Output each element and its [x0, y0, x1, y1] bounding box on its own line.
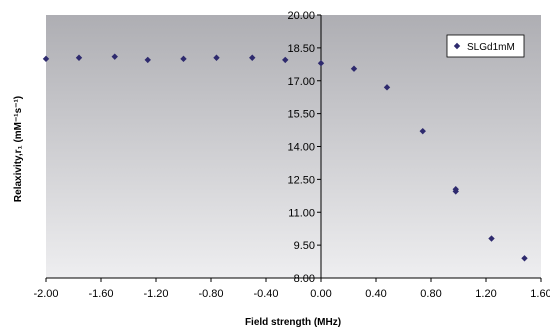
data-point — [213, 54, 220, 61]
y-axis-title: Relaxivity,r₁ (mM⁻¹s⁻¹) — [13, 96, 24, 202]
y-tick-label: 15.50 — [287, 109, 315, 121]
y-tick-label: 20.00 — [287, 10, 315, 22]
x-axis-title: Field strength (MHz) — [245, 317, 341, 328]
y-tick-label: 14.00 — [287, 142, 315, 154]
data-point — [111, 53, 118, 60]
legend-label: SLGd1mM — [467, 42, 515, 53]
data-point — [75, 54, 83, 61]
y-tick-label: 11.00 — [288, 207, 315, 219]
x-tick-label: -0.80 — [198, 288, 223, 300]
plot-area — [46, 15, 541, 278]
x-tick-label: 1.20 — [475, 288, 496, 300]
x-tick-label: -2.00 — [33, 288, 58, 300]
legend-box — [446, 34, 525, 58]
y-tick-label: 18.50 — [287, 43, 315, 55]
data-points — [42, 53, 528, 262]
data-point — [144, 56, 151, 64]
x-tick-label: 0.00 — [310, 288, 331, 300]
x-tick-label: -1.60 — [88, 288, 113, 300]
data-point — [180, 55, 187, 63]
y-tick-label: 17.00 — [287, 76, 315, 88]
y-tick-label: 12.50 — [287, 174, 315, 186]
x-tick-labels: -2.00 -1.60 -1.20 -0.80 -0.40 0.00 0.40 0.80 1.2… — [33, 288, 550, 300]
data-point — [42, 55, 50, 63]
data-point — [383, 84, 391, 91]
data-point — [350, 65, 358, 72]
y-tick-label: 8.00 — [294, 273, 315, 285]
data-point — [488, 235, 495, 242]
y-tick-label: 9.50 — [294, 240, 315, 252]
data-point — [452, 188, 459, 195]
y-tick-labels: 8.00 9.50 11.00 12.50 14.00 15.50 17.00 18.50 20… — [287, 10, 315, 285]
legend-marker — [453, 42, 461, 50]
axes — [45, 14, 542, 282]
x-tick-label: -1.20 — [143, 288, 168, 300]
x-tick-label: -0.40 — [253, 288, 278, 300]
x-tick-label: 0.40 — [365, 288, 386, 300]
data-point — [282, 56, 289, 64]
data-point — [249, 54, 256, 61]
x-tick-label: 1.60 — [530, 288, 550, 300]
legend: SLGd1mM — [446, 34, 525, 58]
data-point — [521, 255, 528, 262]
data-point — [317, 60, 325, 67]
data-point — [419, 127, 426, 135]
x-tick-label: 0.80 — [420, 288, 441, 300]
